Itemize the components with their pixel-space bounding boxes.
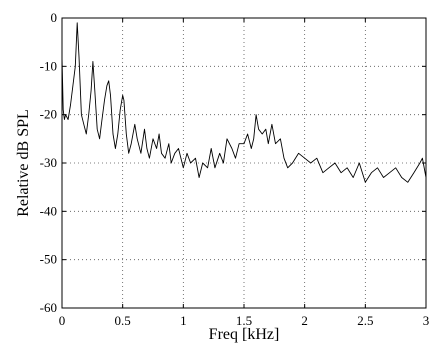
x-axis-label: Freq [kHz]: [209, 326, 280, 343]
y-tick-label: -50: [40, 252, 57, 267]
y-axis-label: Relative dB SPL: [15, 109, 32, 217]
y-tick-label: -20: [40, 107, 57, 122]
x-axis-ticks: 0 0.5 1 1.5 2 2.5 3: [59, 18, 430, 328]
y-tick-label: -40: [40, 203, 57, 218]
x-tick-label: 2: [301, 313, 308, 328]
y-tick-label: -10: [40, 58, 57, 73]
x-tick-label: 1.5: [236, 313, 252, 328]
y-tick-label: -60: [40, 300, 57, 315]
x-tick-label: 1: [180, 313, 187, 328]
y-tick-label: -30: [40, 155, 57, 170]
y-axis-ticks: 0 -10 -20 -30 -40 -50 -60: [40, 10, 426, 315]
x-tick-label: 2.5: [357, 313, 373, 328]
y-tick-label: 0: [51, 10, 58, 25]
grid-lines: [62, 18, 426, 308]
x-tick-label: 3: [423, 313, 430, 328]
x-tick-label: 0: [59, 313, 66, 328]
x-tick-label: 0.5: [115, 313, 131, 328]
series-line: [61, 22, 427, 183]
